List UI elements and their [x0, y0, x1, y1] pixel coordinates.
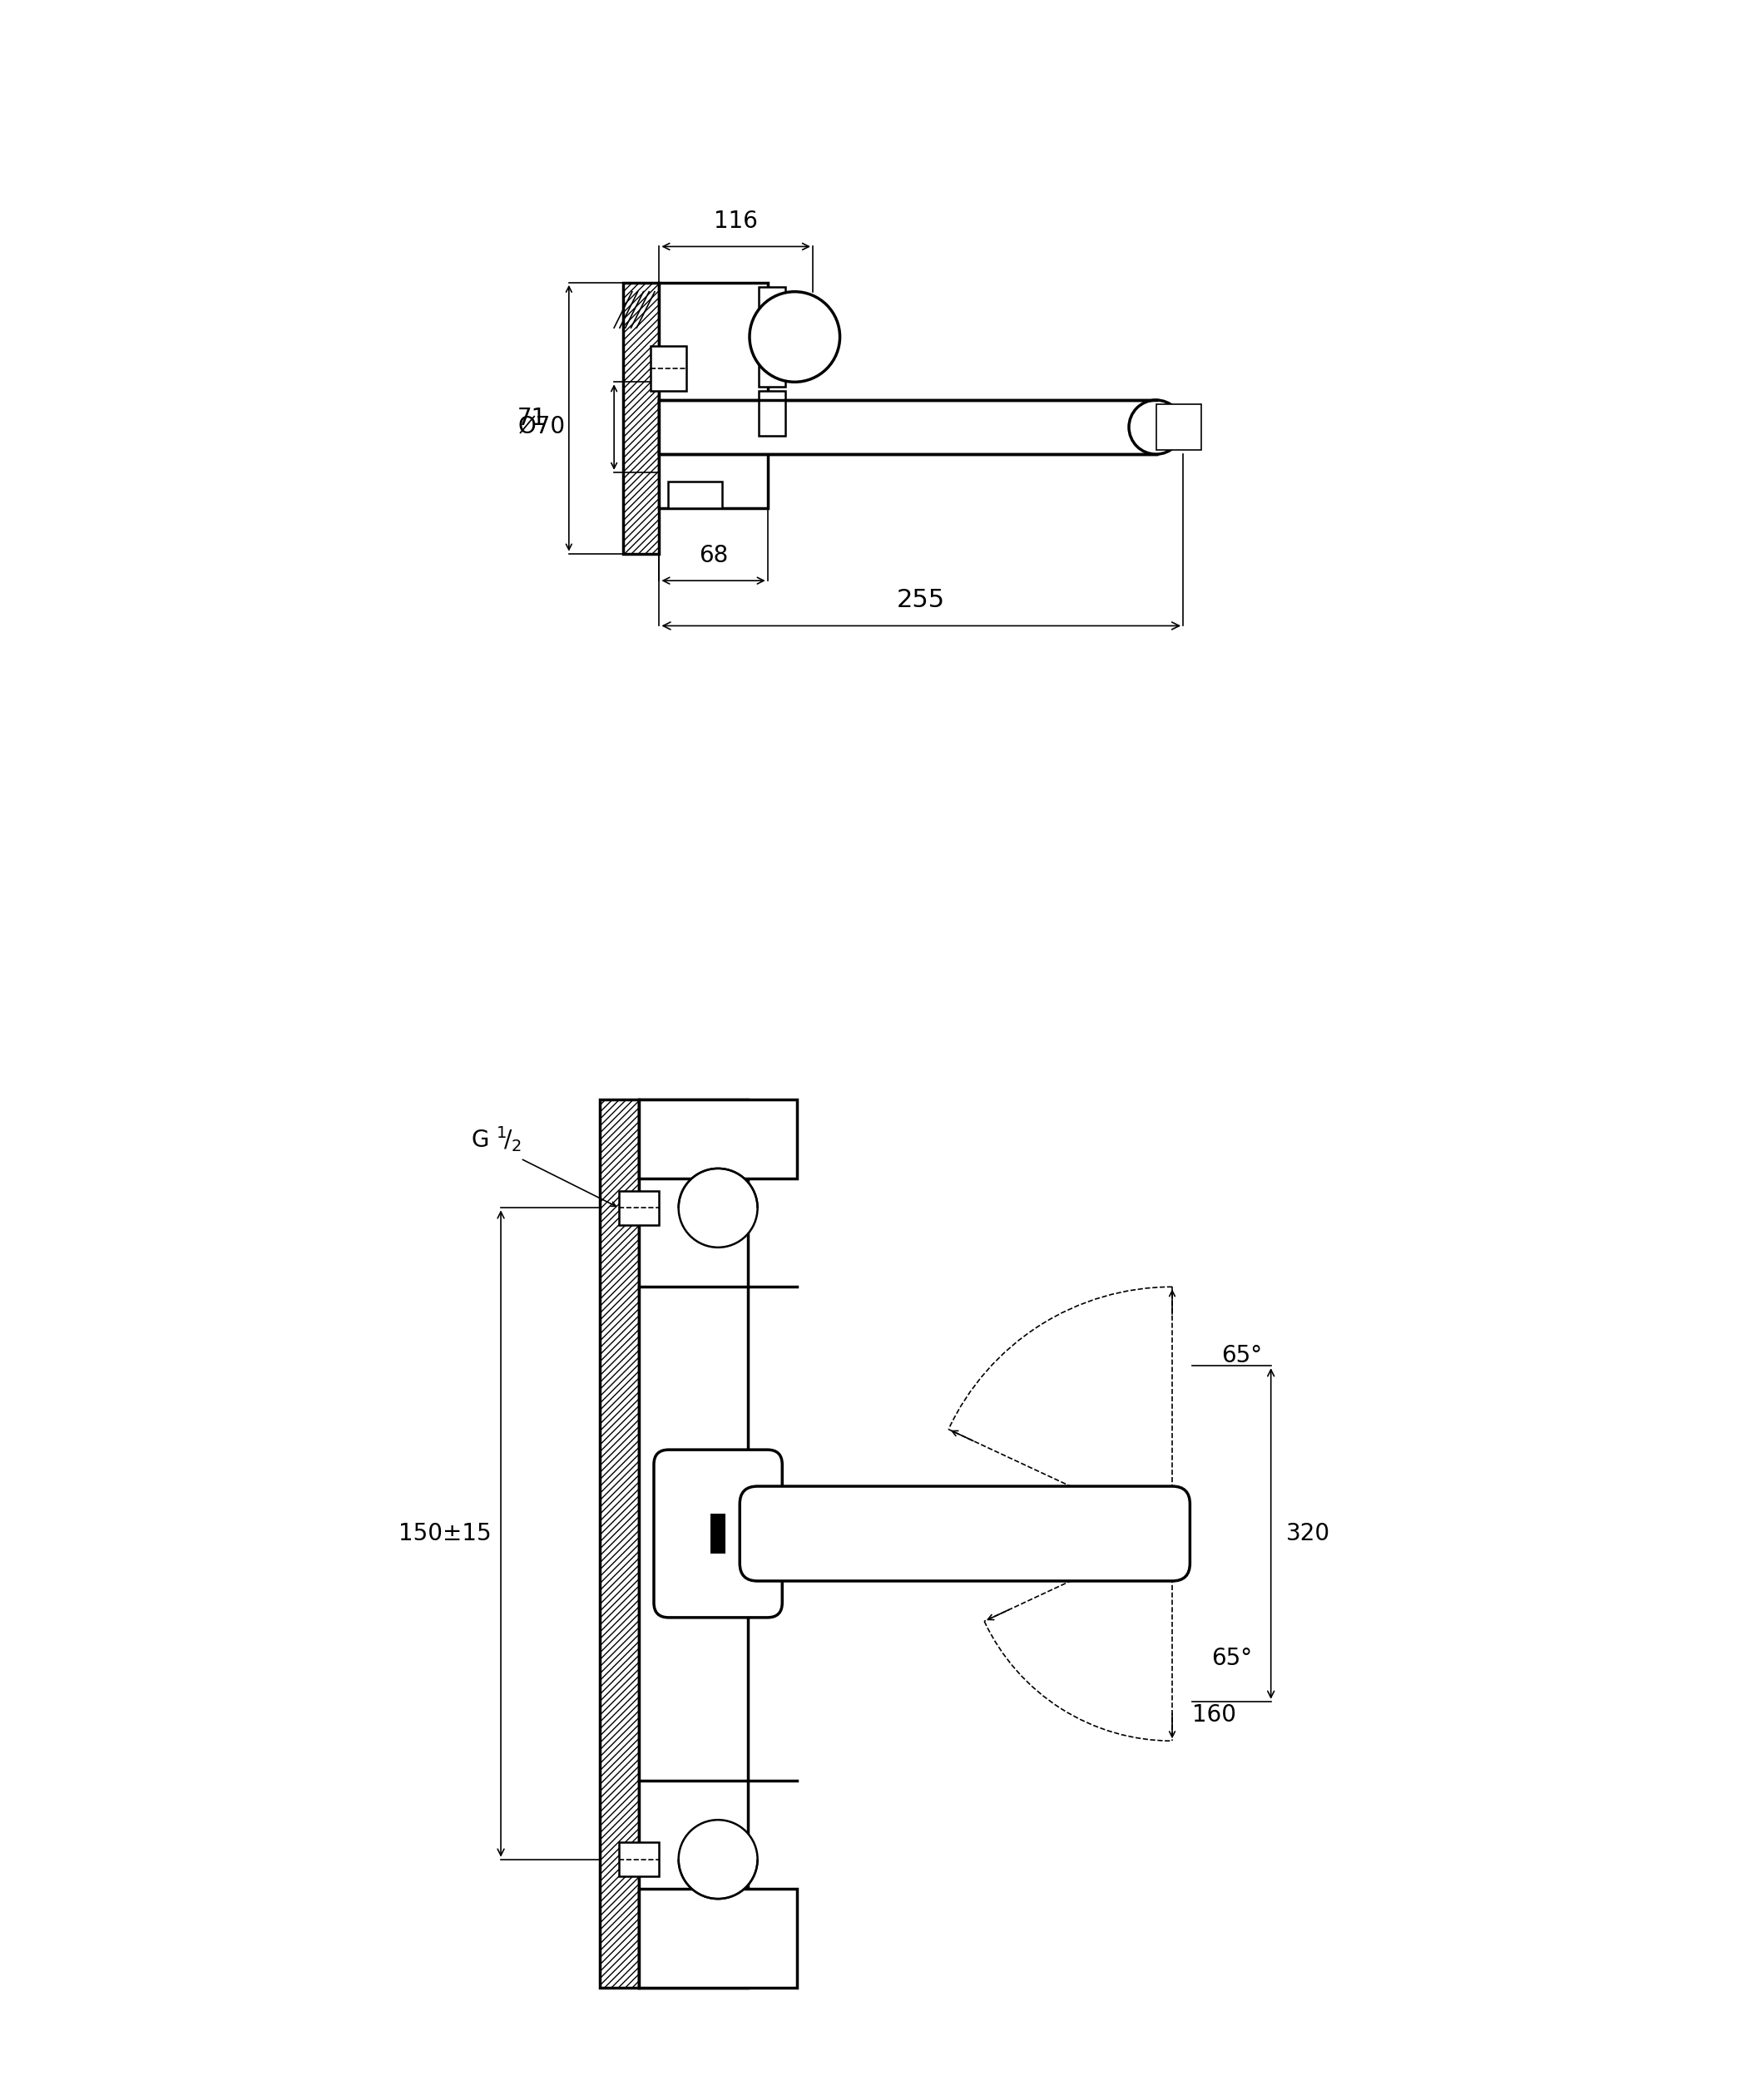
- Bar: [618, 1842, 659, 1877]
- Text: 65°: 65°: [1212, 1646, 1253, 1670]
- Text: Ø70: Ø70: [519, 416, 566, 439]
- Bar: [659, 284, 767, 508]
- Text: 116: 116: [715, 210, 759, 233]
- Bar: [618, 1191, 659, 1224]
- Bar: [711, 1514, 725, 1554]
- Bar: [668, 481, 722, 508]
- Circle shape: [678, 1168, 757, 1247]
- Circle shape: [750, 292, 839, 382]
- Circle shape: [678, 1821, 757, 1898]
- Bar: [624, 284, 659, 554]
- Bar: [759, 391, 785, 437]
- Text: 71: 71: [517, 407, 547, 430]
- Text: 255: 255: [897, 588, 946, 613]
- Bar: [759, 288, 785, 386]
- Text: 65°: 65°: [1221, 1344, 1263, 1367]
- Bar: [599, 1098, 639, 1987]
- Bar: [650, 346, 687, 391]
- Text: 150±15: 150±15: [398, 1522, 491, 1546]
- Bar: [1156, 405, 1202, 449]
- Text: 68: 68: [699, 544, 729, 567]
- FancyBboxPatch shape: [739, 1487, 1190, 1581]
- Bar: [639, 1098, 797, 1178]
- Bar: [659, 399, 1156, 454]
- Bar: [639, 1890, 797, 1987]
- Text: 320: 320: [1286, 1522, 1330, 1546]
- Text: 160: 160: [1191, 1703, 1235, 1726]
- FancyBboxPatch shape: [653, 1449, 781, 1617]
- Bar: [639, 1098, 748, 1987]
- Text: G $^1\!/_2$: G $^1\!/_2$: [471, 1124, 522, 1153]
- Circle shape: [1128, 399, 1183, 454]
